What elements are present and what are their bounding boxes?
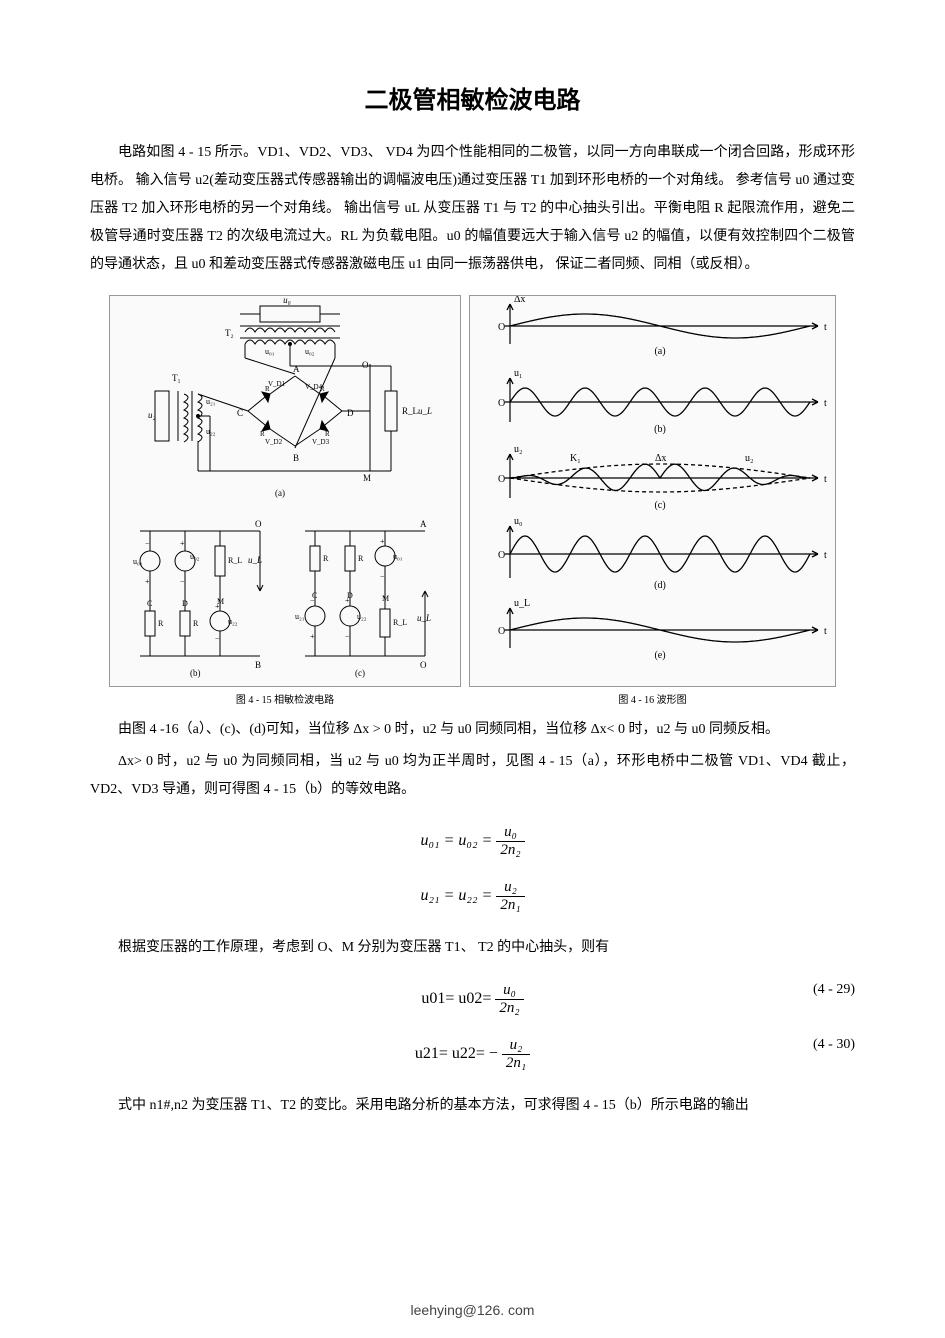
svg-text:u₂₂: u₂₂ bbox=[228, 617, 238, 626]
svg-text:+: + bbox=[345, 596, 350, 605]
svg-text:t: t bbox=[824, 550, 827, 561]
svg-text:u₀₂: u₀₂ bbox=[190, 552, 200, 561]
svg-text:(b): (b) bbox=[190, 668, 201, 678]
svg-text:T₂: T₂ bbox=[225, 328, 234, 338]
svg-text:O: O bbox=[255, 519, 262, 529]
svg-text:u₀₁: u₀₁ bbox=[265, 347, 275, 356]
svg-text:t: t bbox=[824, 626, 827, 637]
svg-text:−: − bbox=[310, 596, 315, 605]
svg-text:(a): (a) bbox=[654, 346, 665, 357]
svg-text:u_L: u_L bbox=[514, 598, 530, 609]
svg-text:M: M bbox=[382, 594, 389, 603]
svg-text:(b): (b) bbox=[654, 424, 666, 435]
figure-4-16: OΔxt(a)Ou₁t(b)Ou₂tK₁Δxu₂(c)Ou₀t(d)Ou_Lt(… bbox=[469, 295, 836, 706]
svg-text:O: O bbox=[498, 398, 505, 409]
svg-text:(d): (d) bbox=[654, 580, 666, 591]
svg-text:+: + bbox=[380, 537, 385, 546]
equation-1: u₀₁ = u₀₂ = u₀2n₂ bbox=[90, 824, 855, 859]
svg-text:+: + bbox=[145, 577, 150, 586]
svg-text:(a): (a) bbox=[275, 488, 285, 498]
svg-text:(c): (c) bbox=[654, 500, 665, 511]
equation-3: u01= u02= u₀2n₂ (4 - 29) bbox=[90, 982, 855, 1017]
svg-text:D: D bbox=[347, 408, 354, 418]
svg-text:u₀₁: u₀₁ bbox=[393, 552, 403, 561]
waveforms-svg: OΔxt(a)Ou₁t(b)Ou₂tK₁Δxu₂(c)Ou₀t(d)Ou_Lt(… bbox=[470, 296, 835, 686]
svg-text:B: B bbox=[255, 660, 261, 670]
figure-4-15: u₀ T₂ u₀₁ u₀₂ O bbox=[109, 295, 461, 706]
svg-text:O: O bbox=[498, 322, 505, 333]
svg-text:u₂₂: u₂₂ bbox=[206, 427, 216, 436]
svg-text:u₀: u₀ bbox=[283, 296, 291, 305]
svg-text:−: − bbox=[180, 577, 185, 586]
svg-text:(e): (e) bbox=[654, 650, 665, 661]
svg-text:T₁: T₁ bbox=[172, 373, 181, 383]
circuit-svg: u₀ T₂ u₀₁ u₀₂ O bbox=[110, 296, 460, 686]
figure-4-16-caption: 图 4 - 16 波形图 bbox=[469, 691, 836, 706]
svg-text:V_D2: V_D2 bbox=[265, 438, 283, 446]
svg-text:O: O bbox=[420, 660, 427, 670]
svg-text:u_L: u_L bbox=[418, 406, 432, 416]
svg-text:t: t bbox=[824, 474, 827, 485]
svg-text:u₂: u₂ bbox=[745, 453, 754, 464]
figure-4-15-caption: 图 4 - 15 相敏检波电路 bbox=[109, 691, 461, 706]
svg-text:M: M bbox=[363, 473, 371, 483]
svg-text:u₁: u₁ bbox=[514, 368, 523, 379]
svg-text:A: A bbox=[420, 519, 427, 529]
svg-text:V_D1: V_D1 bbox=[268, 380, 286, 388]
figure-row: u₀ T₂ u₀₁ u₀₂ O bbox=[90, 295, 855, 706]
svg-text:R: R bbox=[193, 619, 199, 628]
svg-text:u₂₂: u₂₂ bbox=[357, 612, 367, 621]
svg-text:u₀₂: u₀₂ bbox=[305, 347, 315, 356]
svg-text:R_L: R_L bbox=[393, 618, 407, 627]
svg-text:R_L: R_L bbox=[402, 406, 418, 416]
svg-text:R: R bbox=[260, 430, 265, 438]
svg-text:R: R bbox=[320, 385, 325, 393]
svg-text:t: t bbox=[824, 322, 827, 333]
svg-text:O: O bbox=[498, 474, 505, 485]
svg-text:Δx: Δx bbox=[655, 453, 666, 464]
svg-text:−: − bbox=[215, 634, 220, 643]
svg-text:u_L: u_L bbox=[417, 613, 431, 623]
svg-text:B: B bbox=[293, 453, 299, 463]
svg-text:(c): (c) bbox=[355, 668, 365, 678]
svg-text:O: O bbox=[498, 550, 505, 561]
paragraph-1: 电路如图 4 - 15 所示。VD1、VD2、VD3、 VD4 为四个性能相同的… bbox=[90, 139, 855, 279]
svg-text:−: − bbox=[345, 632, 350, 641]
svg-text:u₀₁: u₀₁ bbox=[133, 557, 143, 566]
svg-text:+: + bbox=[180, 539, 185, 548]
svg-text:R: R bbox=[358, 554, 364, 563]
svg-text:u₀: u₀ bbox=[514, 516, 523, 527]
svg-text:−: − bbox=[380, 572, 385, 581]
paragraph-3: Δx> 0 时，u2 与 u0 为同频同相，当 u2 与 u0 均为正半周时，见… bbox=[90, 748, 855, 804]
svg-text:O: O bbox=[362, 360, 369, 370]
svg-text:t: t bbox=[824, 398, 827, 409]
svg-text:u₂: u₂ bbox=[514, 444, 523, 455]
svg-text:Δx: Δx bbox=[514, 296, 525, 305]
svg-text:+: + bbox=[215, 602, 220, 611]
svg-text:u₂₁: u₂₁ bbox=[295, 612, 305, 621]
page-title: 二极管相敏检波电路 bbox=[90, 80, 855, 115]
svg-text:−: − bbox=[145, 539, 150, 548]
equation-2: u₂₁ = u₂₂ = u₂2n₁ bbox=[90, 879, 855, 914]
svg-text:R: R bbox=[323, 554, 329, 563]
svg-text:u₂: u₂ bbox=[148, 410, 156, 420]
paragraph-2: 由图 4 -16（a）、(c)、(d)可知，当位移 Δx > 0 时，u2 与 … bbox=[90, 716, 855, 744]
paragraph-4: 根据变压器的工作原理，考虑到 O、M 分别为变压器 T1、 T2 的中心抽头，则… bbox=[90, 934, 855, 962]
svg-text:K₁: K₁ bbox=[570, 453, 581, 464]
svg-text:+: + bbox=[310, 632, 315, 641]
svg-text:R_L: R_L bbox=[228, 556, 242, 565]
equation-4: u21= u22= − u₂2n₁ (4 - 30) bbox=[90, 1037, 855, 1072]
svg-text:R: R bbox=[158, 619, 164, 628]
svg-text:R: R bbox=[325, 430, 330, 438]
svg-text:O: O bbox=[498, 626, 505, 637]
page-footer: leehying@126. com bbox=[0, 1302, 945, 1318]
svg-text:V_D3: V_D3 bbox=[312, 438, 330, 446]
paragraph-5: 式中 n1#,n2 为变压器 T1、T2 的变比。采用电路分析的基本方法，可求得… bbox=[90, 1092, 855, 1120]
